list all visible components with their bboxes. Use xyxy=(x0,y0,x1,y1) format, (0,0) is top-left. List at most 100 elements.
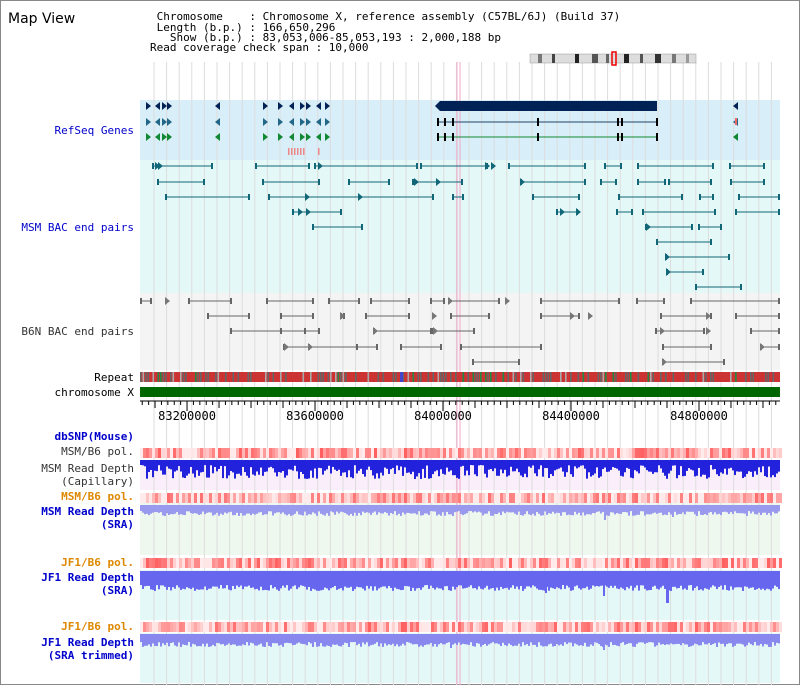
jf1-depth-trim-bar xyxy=(500,634,502,647)
jf1-depth-sra-bar xyxy=(312,571,314,589)
jf1-depth-sra-bar xyxy=(634,571,636,588)
msm-b6-pol-cap-cell xyxy=(311,448,314,458)
jf1-depth-trim-bar xyxy=(282,634,284,647)
jf1-b6-pol-trim-cell xyxy=(725,622,728,632)
jf1-b6-pol-trim-cell xyxy=(200,622,203,632)
jf1-depth-sra-bar xyxy=(630,571,632,586)
jf1-depth-sra-bar xyxy=(190,571,192,590)
msm-depth-sra-bar xyxy=(344,505,346,513)
msm-b6-pol-cap-cell xyxy=(653,448,656,458)
msm-depth-sra-bar xyxy=(686,505,688,512)
jf1-depth-sra-bar xyxy=(180,571,182,590)
jf1-b6-pol-sra-cell xyxy=(350,558,353,568)
jf1-depth-trim-bar xyxy=(610,634,612,643)
chromosome-ideogram[interactable] xyxy=(529,51,697,66)
msm-b6-pol-cap-cell xyxy=(152,448,155,458)
msm-b6-pol-sra-cell xyxy=(518,493,521,503)
jf1-b6-pol-trim-cell xyxy=(551,622,554,632)
msm-b6-pol-cap-cell xyxy=(500,448,503,458)
jf1-b6-pol-trim-cell xyxy=(308,622,311,632)
msm-b6-pol-sra-cell xyxy=(707,493,710,503)
msm-depth-cap-bar xyxy=(406,460,408,473)
jf1-depth-sra-bar xyxy=(580,571,582,590)
jf1-b6-pol-trim-cell xyxy=(746,622,749,632)
jf1-b6-pol-sra-cell xyxy=(695,558,698,568)
gene-exon xyxy=(437,118,439,126)
msm-depth-cap-bar xyxy=(456,460,458,478)
msm-b6-pol-cap-cell xyxy=(281,448,284,458)
jf1-b6-pol-trim-cell xyxy=(566,622,569,632)
jf1-b6-pol-trim-cell xyxy=(578,622,581,632)
jf1-depth-trim-bar xyxy=(250,634,252,643)
jf1-depth-sra-bar xyxy=(650,571,652,591)
repeat-segment xyxy=(687,372,690,382)
jf1-b6-pol-trim-cell xyxy=(713,622,716,632)
msm-b6-pol-cap-cell xyxy=(686,448,689,458)
jf1-depth-trim-bar xyxy=(164,634,166,646)
jf1-depth-trim-bar xyxy=(454,634,456,644)
gene-exon xyxy=(306,208,311,216)
msm-bac-pair-end xyxy=(763,179,765,185)
msm-depth-cap-bar xyxy=(254,460,256,476)
jf1-b6-pol-trim-cell xyxy=(248,622,251,632)
msm-depth-sra-bar xyxy=(444,505,446,516)
msm-b6-pol-sra-cell xyxy=(284,493,287,503)
jf1-b6-pol-sra-cell xyxy=(767,558,770,568)
msm-b6-pol-cap-cell xyxy=(230,448,233,458)
repeat-segment xyxy=(735,372,737,382)
msm-depth-cap-bar xyxy=(298,460,300,479)
jf1-depth-trim-bar xyxy=(344,634,346,643)
msm-depth-cap-bar xyxy=(590,460,592,477)
jf1-depth-trim-bar xyxy=(580,634,582,646)
msm-bac-pair-end xyxy=(157,179,159,185)
msm-b6-pol-cap-cell xyxy=(647,448,650,458)
jf1-depth-trim-bar xyxy=(624,634,626,645)
msm-depth-cap-bar xyxy=(354,460,356,466)
msm-depth-sra-bar xyxy=(262,505,264,516)
msm-depth-sra-bar xyxy=(752,505,754,512)
jf1-depth-sra-bar xyxy=(348,571,350,588)
jf1-b6-pol-sra-cell xyxy=(170,558,173,568)
msm-depth-cap-bar xyxy=(586,460,588,479)
msm-depth-sra-bar xyxy=(746,505,748,516)
jf1-depth-trim-bar xyxy=(634,634,636,647)
jf1-depth-trim-bar xyxy=(416,634,418,645)
repeat-segment xyxy=(745,372,747,382)
b6n-bac-pair-end xyxy=(540,313,542,319)
jf1-depth-trim-bar xyxy=(596,634,598,643)
jf1-b6-pol-sra-cell xyxy=(158,558,161,568)
jf1-depth-trim-bar xyxy=(592,634,594,646)
msm-depth-sra-bar xyxy=(158,505,160,513)
b6n-bac-pair-end xyxy=(778,298,780,304)
jf1-b6-pol-sra-cell xyxy=(512,558,515,568)
msm-b6-pol-sra-cell xyxy=(317,493,320,503)
jf1-depth-sra-bar xyxy=(174,571,176,589)
jf1-depth-trim-bar xyxy=(308,634,310,643)
jf1-b6-pol-sra-cell xyxy=(575,558,578,568)
msm-b6-pol-sra-cell xyxy=(368,493,371,503)
msm-b6-pol-cap-cell xyxy=(629,448,632,458)
repeat-segment xyxy=(475,372,477,382)
jf1-depth-sra-bar xyxy=(254,571,256,590)
jf1-depth-sra-bar xyxy=(432,571,434,588)
repeat-segment xyxy=(637,372,640,382)
jf1-depth-trim-bar xyxy=(318,634,320,647)
msm-depth-sra-bar xyxy=(542,505,544,516)
ideogram-band xyxy=(624,54,629,63)
msm-depth-sra-bar xyxy=(196,505,198,514)
msm-b6-pol-sra-cell xyxy=(356,493,359,503)
jf1-b6-pol-sra-cell xyxy=(161,558,164,568)
msm-b6-pol-sra-cell xyxy=(740,493,743,503)
msm-b6-pol-sra-cell xyxy=(440,493,443,503)
msm-b6-pol-sra-cell xyxy=(581,493,584,503)
msm-b6-pol-cap-cell xyxy=(710,448,713,458)
jf1-b6-pol-trim-cell xyxy=(641,622,644,632)
jf1-b6-pol-trim-cell xyxy=(323,622,326,632)
msm-depth-cap-bar xyxy=(204,460,206,466)
msm-depth-cap-bar xyxy=(558,460,560,469)
msm-b6-pol-sra-cell xyxy=(638,493,641,503)
jf1-depth-trim-bar xyxy=(222,634,224,645)
jf1-depth-sra-bar xyxy=(278,571,280,591)
msm-depth-sra-bar xyxy=(590,505,592,515)
